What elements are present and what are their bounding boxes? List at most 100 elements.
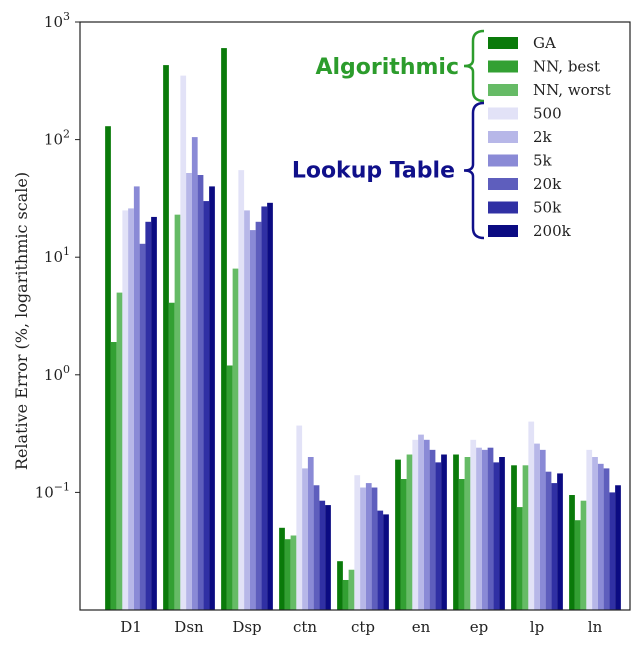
bar-ctn-50k (319, 500, 326, 610)
bar-ep-200k (499, 457, 505, 610)
y-axis-title: Relative Error (%, logarithmic scale) (12, 172, 31, 470)
bracket-lookup-table (463, 101, 485, 240)
bar-d1-5k (133, 186, 140, 610)
y-tick-label: 101 (44, 245, 70, 266)
bar-ln-nn-best (574, 520, 581, 610)
group-label-lookup-table: Lookup Table (292, 159, 455, 184)
x-tick-label-en: en (412, 618, 431, 636)
bar-ln-5k (597, 463, 604, 610)
bar-lp-200k (557, 473, 563, 610)
legend-swatch-20k (488, 178, 518, 190)
bar-lp-500 (528, 421, 535, 610)
bar-ctp-nn-best (342, 579, 349, 610)
bar-ln-ga (569, 495, 575, 610)
bar-ctn-20k (313, 485, 320, 610)
legend-swatch-50k (488, 201, 518, 214)
legend-swatch-2k (488, 131, 518, 143)
bar-ctp-200k (383, 514, 389, 610)
bar-ln-2k (592, 457, 598, 610)
bar-dsp-nn-best (226, 365, 233, 610)
bar-d1-500 (122, 210, 129, 610)
bar-en-nn-best (400, 479, 407, 610)
bar-ctn-5k (307, 457, 314, 610)
bar-ep-2k (476, 447, 482, 610)
bar-ctp-20k (371, 487, 378, 610)
group-label-algorithmic: Algorithmic (315, 55, 459, 80)
bar-ctn-500 (296, 425, 303, 610)
legend-swatch-500 (488, 107, 518, 120)
x-tick-label-dsn: Dsn (174, 618, 204, 636)
bar-d1-nn-worst (116, 292, 123, 610)
bar-ctp-5k (365, 483, 372, 610)
bar-ep-5k (481, 449, 488, 610)
bar-ln-500 (586, 449, 593, 610)
x-tick-label-ctn: ctn (293, 618, 317, 636)
bar-lp-nn-worst (522, 465, 529, 610)
bar-dsn-nn-best (168, 302, 175, 610)
bar-ep-ga (453, 454, 459, 610)
x-tick-label-ctp: ctp (351, 618, 375, 636)
bar-dsp-nn-worst (232, 268, 239, 610)
bar-ep-50k (493, 462, 500, 610)
legend-swatch-200k (488, 225, 518, 237)
bar-en-20k (429, 449, 436, 610)
x-axis: D1 Dsn Dsp ctn ctp en ep lp ln (120, 618, 602, 636)
bar-dsn-2k (186, 173, 192, 610)
bar-en-5k (423, 439, 430, 610)
bar-dsp-50k (261, 206, 268, 610)
legend-label-50k: 50k (533, 199, 562, 217)
bar-ctn-200k (325, 505, 331, 610)
bar-lp-5k (539, 449, 546, 610)
bar-ctn-2k (302, 468, 308, 610)
bar-ln-20k (603, 468, 610, 610)
bar-dsp-200k (267, 202, 273, 610)
bar-dsn-50k (203, 201, 210, 610)
bar-dsn-20k (197, 175, 204, 610)
bar-ep-nn-worst (464, 457, 471, 610)
bar-ctp-nn-worst (348, 569, 355, 610)
legend-label-5k: 5k (533, 152, 553, 170)
bar-ctp-50k (377, 510, 384, 610)
bar-ln-nn-worst (580, 500, 587, 610)
bar-ln-50k (609, 492, 616, 610)
bar-lp-50k (551, 483, 558, 610)
bar-dsp-20k (255, 221, 262, 611)
bar-d1-2k (128, 208, 134, 610)
bar-ln-200k (615, 485, 621, 610)
legend-label-nn-worst: NN, worst (533, 81, 611, 99)
legend-label-2k: 2k (533, 128, 553, 146)
bar-en-500 (412, 439, 419, 610)
bar-en-2k (418, 434, 424, 610)
bar-dsp-2k (244, 210, 250, 610)
bar-ctn-nn-best (284, 539, 291, 610)
bar-ep-nn-best (458, 479, 465, 610)
x-tick-label-ln: ln (588, 618, 603, 636)
y-tick-label: 102 (44, 128, 70, 149)
bar-ctp-2k (360, 487, 366, 610)
bar-dsn-500 (180, 75, 187, 611)
bar-ctn-ga (279, 527, 285, 610)
bar-lp-2k (534, 443, 540, 610)
bar-d1-50k (145, 221, 152, 611)
bar-d1-200k (151, 216, 157, 610)
legend-label-500: 500 (533, 105, 562, 123)
legend-label-ga: GA (533, 34, 556, 52)
bars-layer (105, 48, 621, 611)
legend: GA NN, best NN, worst 500 2k 5k 20k 50k 200k Algo… (292, 29, 611, 240)
bar-ctn-nn-worst (290, 535, 297, 610)
bar-en-200k (441, 454, 447, 610)
bar-lp-nn-best (516, 507, 523, 610)
bar-dsp-5k (249, 230, 256, 610)
bar-en-50k (435, 462, 442, 610)
x-tick-label-lp: lp (530, 618, 544, 636)
x-tick-label-ep: ep (470, 618, 488, 636)
legend-label-200k: 200k (533, 222, 572, 240)
x-tick-label-d1: D1 (120, 618, 142, 636)
y-tick-label: 10−1 (35, 480, 70, 501)
bar-dsn-nn-worst (174, 214, 181, 610)
bar-lp-ga (511, 465, 517, 610)
y-axis: 103 102 101 100 10−1 (35, 10, 80, 501)
bar-ctp-500 (354, 475, 361, 610)
legend-swatch-ga (488, 37, 518, 49)
